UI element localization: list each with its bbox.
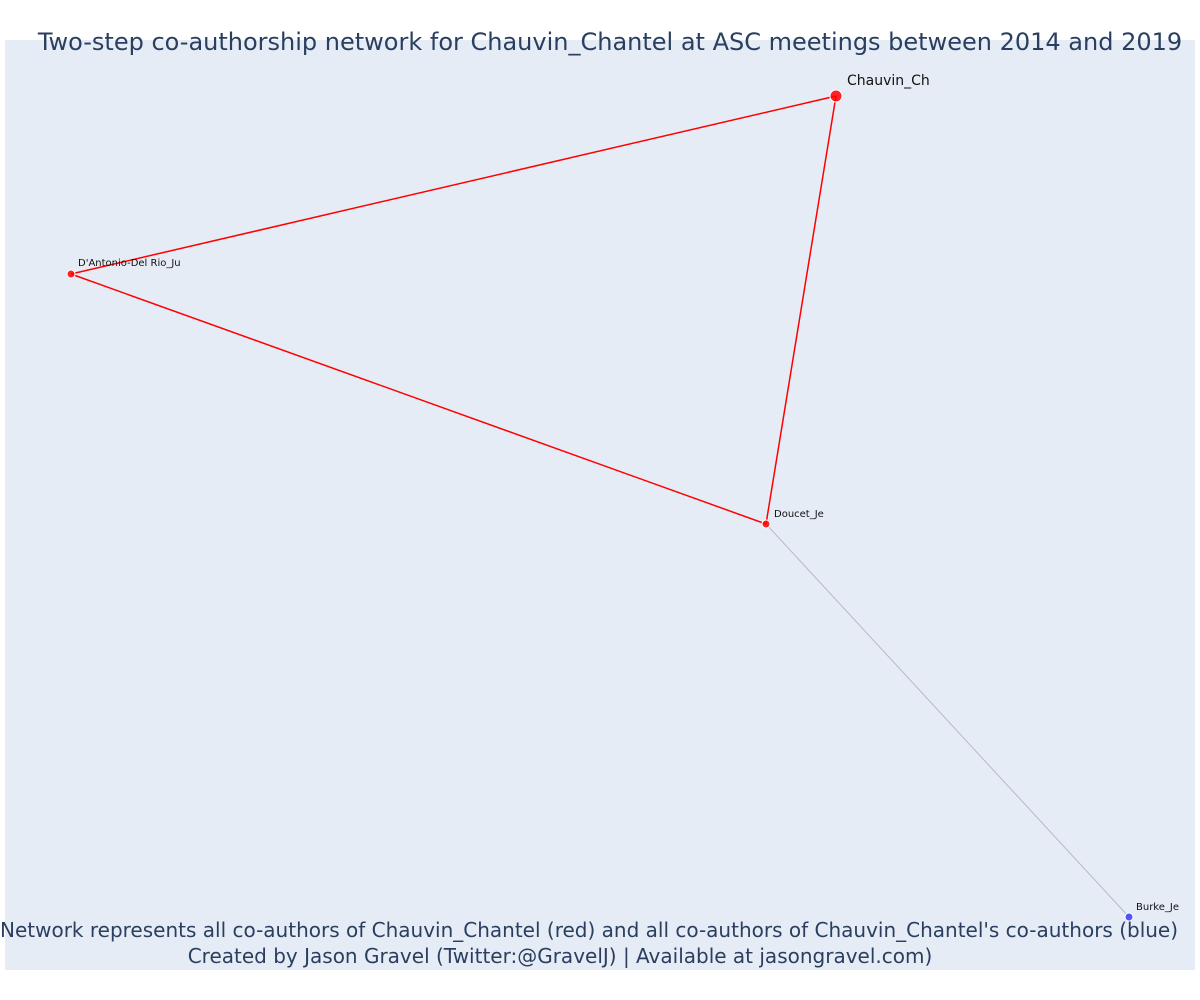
node-label: Burke_Je (1136, 902, 1179, 913)
labels-layer: Chauvin_Ch D'Antonio-Del Rio_Ju Doucet_Je B… (78, 73, 1179, 913)
nodes-layer (66, 89, 1134, 922)
network-edge (765, 523, 1130, 918)
network-node[interactable] (66, 269, 76, 279)
caption-line-1: Network represents all co-authors of Cha… (0, 918, 1179, 942)
node-label: D'Antonio-Del Rio_Ju (78, 258, 181, 269)
node-label: Chauvin_Ch (847, 73, 930, 89)
network-edge (70, 95, 837, 275)
network-node[interactable] (761, 519, 771, 529)
caption-line-2: Created by Jason Gravel (Twitter:@Gravel… (187, 944, 933, 968)
plot-area (5, 40, 1195, 970)
network-edge (765, 95, 837, 525)
chart-title: Two-step co-authorship network for Chauv… (37, 28, 1183, 56)
node-label: Doucet_Je (774, 509, 824, 520)
network-node[interactable] (829, 89, 843, 103)
network-edge (70, 273, 767, 525)
network-node[interactable] (1124, 912, 1134, 922)
edges-layer (70, 95, 1130, 918)
